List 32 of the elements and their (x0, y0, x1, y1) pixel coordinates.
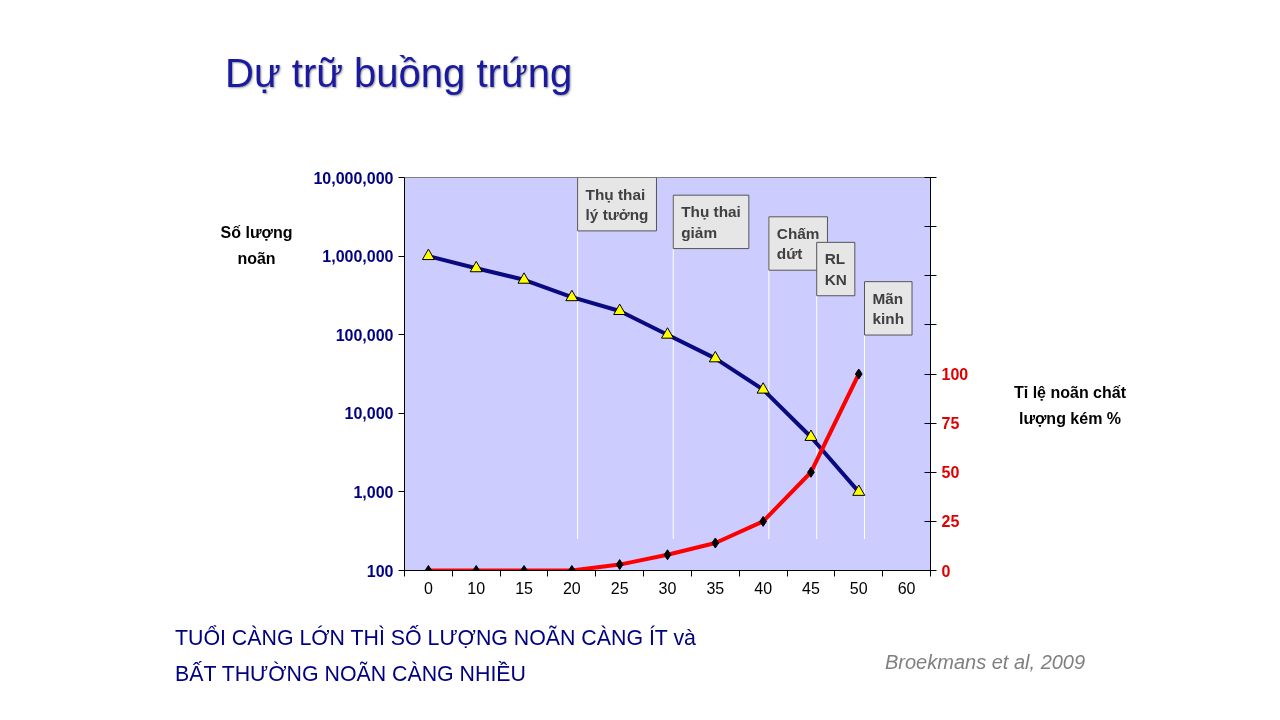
x-tick-label: 20 (562, 579, 581, 597)
x-tick-label: 50 (849, 579, 868, 597)
y-axis-title: Số lượng noãn (220, 223, 293, 269)
y-tick-label: 1,000,000 (322, 248, 394, 266)
x-tick-label: 60 (897, 579, 916, 597)
ref-line-label: Thụ thai giảm (681, 203, 741, 241)
y2-tick-label: 75 (941, 415, 960, 433)
y2-tick-label: 100 (941, 366, 969, 383)
x-tick-label: 0 (423, 579, 433, 597)
x-tick-label: 30 (658, 579, 677, 597)
ref-line-label: RL KN (824, 250, 847, 288)
chart-title: Dự trữ buồng trứng (225, 50, 573, 97)
ref-line-label: Chấm dứt (776, 224, 820, 263)
y-tick-label: 1,000 (353, 483, 394, 501)
y2-tick-label: 25 (941, 513, 960, 531)
x-tick-label: 10 (467, 579, 486, 597)
y-tick-label: 10,000,000 (313, 169, 394, 187)
y-tick-label: 100 (366, 562, 394, 580)
y2-tick-label: 0 (941, 562, 951, 580)
ref-line-label: Mãn kinh (872, 289, 905, 328)
ref-line-label: Thụ thai lý tưởng (585, 185, 649, 223)
x-tick-label: 25 (610, 579, 629, 597)
y-tick-label: 10,000 (344, 405, 394, 423)
x-tick-label: 40 (754, 579, 773, 597)
x-tick-label: 45 (802, 579, 820, 597)
y2-tick-label: 50 (941, 464, 960, 482)
text: Broekmans et al, 2009 (885, 650, 1086, 675)
text: TUỔI CÀNG LỚN THÌ SỐ LƯỢNG NOÃN CÀNG ÍT và BẤT THƯỜNG NOÃN CÀNG NHIỀU (175, 624, 697, 689)
x-tick-label: 35 (706, 579, 725, 597)
y-tick-label: 100,000 (335, 326, 394, 344)
x-tick-label: 15 (515, 579, 534, 597)
y2-axis-title: Tỉ lệ noãn chất lượng kém % (1013, 383, 1127, 429)
